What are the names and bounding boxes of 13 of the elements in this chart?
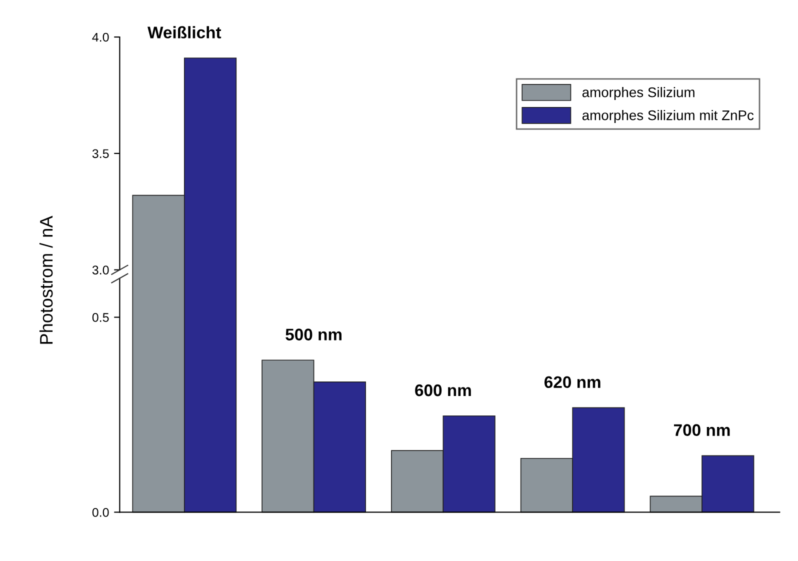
y-tick-label: 3.5 (92, 149, 109, 158)
y-tick-label: 4.0 (92, 32, 109, 42)
legend-label: amorphes Silizium mit ZnPc (582, 110, 754, 123)
x-tick-label: 700 nm (674, 424, 730, 436)
x-tick-label: 620 nm (544, 376, 600, 388)
y-axis-title: Photostrom / nA (39, 216, 53, 344)
y-tick-label: 0.0 (92, 508, 109, 517)
legend-label: amorphes Silizium (582, 87, 694, 100)
y-tick-label: 3.0 (92, 266, 109, 274)
x-tick-label: 500 nm (286, 328, 342, 340)
y-tick-label: 0.5 (92, 313, 109, 322)
x-tick-label: 600 nm (415, 384, 471, 396)
x-tick-label: Weißlicht (148, 26, 222, 38)
